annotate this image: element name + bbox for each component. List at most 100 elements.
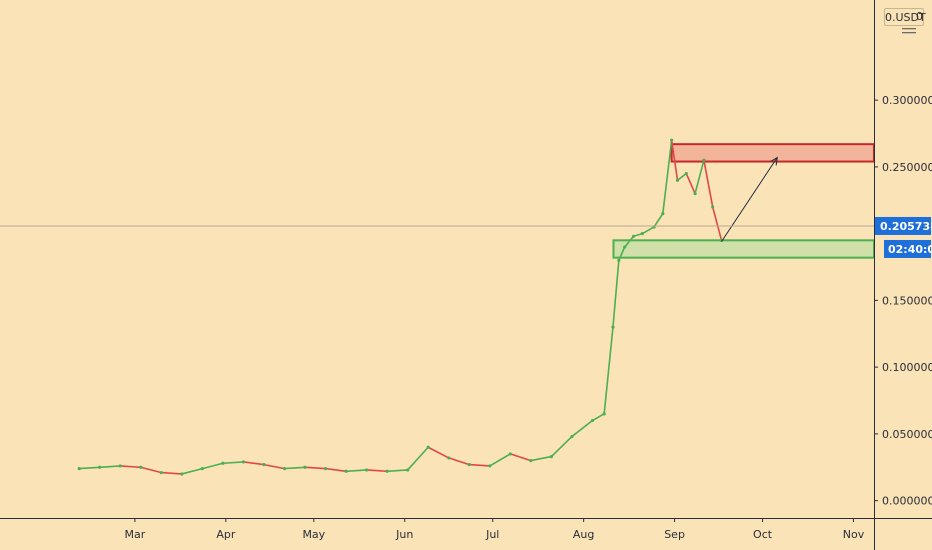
current-price-tag — [875, 216, 931, 235]
price-point — [344, 469, 348, 473]
price-point — [611, 325, 615, 329]
price-segment — [98, 465, 122, 469]
price-segment — [242, 461, 265, 466]
price-segment — [685, 172, 696, 195]
price-segment — [365, 469, 388, 473]
price-segment — [694, 159, 705, 195]
price-point — [180, 472, 184, 476]
price-point — [323, 467, 328, 471]
price-point — [98, 465, 102, 469]
currency-suffix: 0 — [916, 10, 923, 23]
price-point — [200, 467, 204, 471]
price-segment — [78, 466, 101, 470]
bar-countdown-tag — [884, 239, 931, 258]
price-segment — [703, 159, 714, 208]
price-segment — [304, 466, 327, 470]
price-segment — [468, 463, 491, 467]
price-point — [241, 460, 246, 464]
price-segment — [550, 435, 573, 458]
price-point — [529, 458, 533, 463]
price-segment — [324, 467, 347, 473]
currency-selector[interactable]: 0.USDT — [884, 8, 926, 26]
price-segment — [119, 465, 142, 469]
price-segment — [283, 466, 306, 470]
price-point — [118, 464, 122, 468]
x-axis-ticks: Mar Apr May Jun Jul Aug Sep Oct Nov — [125, 518, 865, 541]
price-segment — [641, 226, 655, 235]
price-segment — [571, 419, 594, 438]
price-segment — [653, 212, 664, 228]
price-point — [570, 434, 574, 439]
x-tick-label: May — [302, 528, 325, 541]
price-segment — [181, 467, 204, 475]
price-point — [590, 418, 595, 423]
price-point — [385, 469, 389, 473]
menu-icon[interactable] — [902, 27, 916, 37]
price-segment — [623, 235, 635, 248]
price-segment — [488, 453, 512, 467]
price-point — [488, 464, 492, 468]
price-segment — [670, 139, 679, 182]
price-segment — [612, 259, 620, 328]
price-point — [262, 462, 266, 467]
price-point — [549, 454, 553, 459]
price-point — [623, 245, 627, 249]
price-segment — [711, 206, 723, 242]
price-point — [303, 465, 307, 469]
price-point — [661, 212, 665, 216]
x-tick-label: Apr — [216, 528, 236, 541]
price-tags-layer: 0.2057381 02:40:07 — [875, 216, 932, 258]
price-segment — [222, 461, 245, 465]
projection-arrow-head — [770, 156, 778, 166]
price-point — [617, 258, 621, 262]
x-tick-label: Aug — [573, 528, 594, 541]
price-point — [467, 462, 471, 467]
resistance-zone — [670, 143, 875, 163]
price-segment — [427, 446, 450, 459]
x-tick-label: Jul — [485, 528, 499, 541]
price-point — [702, 158, 706, 162]
price-point — [670, 138, 674, 142]
price-point — [139, 465, 143, 469]
price-point — [447, 456, 451, 460]
x-tick-label: Sep — [664, 528, 685, 541]
price-segment — [386, 469, 409, 473]
price-point — [675, 178, 680, 182]
price-point — [282, 467, 287, 471]
y-tick-label: 0.3000000 — [882, 94, 932, 107]
price-point — [602, 412, 606, 416]
price-segment — [509, 453, 532, 462]
price-point — [640, 232, 644, 236]
price-segment — [447, 457, 471, 466]
price-segment — [160, 471, 183, 475]
support-zone — [612, 239, 875, 259]
price-point — [684, 171, 688, 176]
price-segment — [530, 455, 553, 462]
price-point — [406, 468, 410, 472]
price-point — [159, 471, 163, 475]
price-point — [693, 191, 697, 196]
price-point — [365, 468, 369, 472]
price-point — [508, 452, 512, 456]
price-segment — [662, 139, 673, 215]
price-segment — [139, 466, 163, 474]
x-tick-label: Jun — [395, 528, 413, 541]
price-segment — [603, 326, 614, 415]
price-point — [426, 445, 430, 449]
price-segment — [591, 413, 605, 422]
price-point — [221, 461, 225, 465]
x-tick-label: Mar — [125, 528, 146, 541]
x-tick-label: Oct — [753, 528, 773, 541]
projection-arrow-line — [721, 157, 778, 242]
price-segment — [345, 469, 368, 473]
zones-layer — [612, 143, 875, 259]
price-series-layer — [77, 138, 724, 476]
price-point — [631, 234, 636, 238]
projection-layer — [721, 156, 778, 242]
